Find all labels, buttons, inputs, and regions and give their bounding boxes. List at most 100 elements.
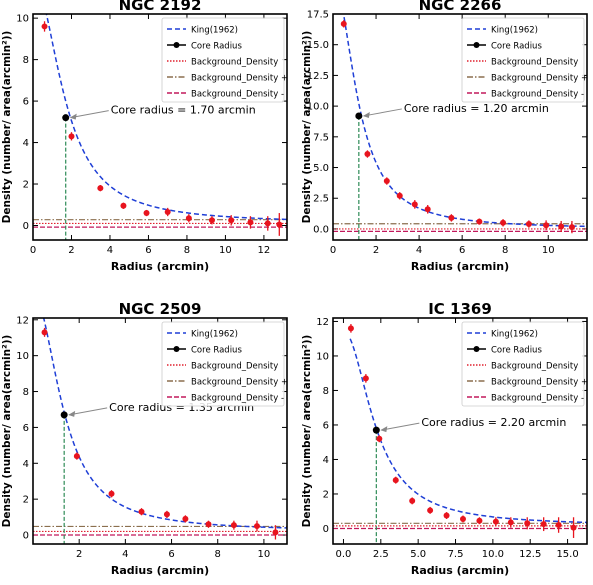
data-point [500, 219, 507, 226]
x-tick-label: 2 [373, 245, 379, 256]
axes-frame [32, 13, 288, 241]
y-tick-label: 0 [23, 221, 29, 232]
axes-frame [332, 317, 588, 545]
x-axis-label: Radius (arcmin) [411, 260, 509, 273]
annotation-arrowhead [69, 113, 77, 120]
legend-marker-core [173, 42, 180, 48]
legend: King(1962) Core Radius Background_Density B… [461, 321, 588, 407]
plot-area [33, 318, 287, 544]
y-axis-label: Density (number/ area(arcmin²)) [301, 31, 313, 224]
legend-label-bg_plus: Background_Density + [491, 378, 588, 388]
x-tick-label: 6 [145, 245, 151, 256]
data-point [164, 209, 171, 216]
y-tick-label: 12 [16, 315, 29, 326]
legend-box [161, 17, 285, 103]
legend: King(1962) Core Radius Background_Density B… [461, 17, 588, 103]
annotation-arrowhead [380, 426, 388, 433]
y-tick-label: 0.0 [313, 224, 329, 235]
data-point [205, 521, 212, 528]
data-point [230, 522, 237, 529]
x-tick-label: 4 [122, 549, 128, 560]
chart-title: NGC 2192 [119, 0, 202, 14]
x-tick-label: 0 [30, 245, 36, 256]
y-tick-label: 12.5 [307, 71, 329, 82]
annotation-arrow [70, 110, 109, 119]
core-radius-annotation: Core radius = 1.70 arcmin [111, 104, 256, 117]
legend-label-king: King(1962) [491, 330, 538, 340]
king-profile-curve [349, 338, 587, 524]
data-point [364, 151, 371, 158]
data-point [555, 522, 562, 529]
y-tick-label: 12 [316, 317, 329, 328]
data-point [73, 453, 80, 460]
x-tick-label: 4 [107, 245, 113, 256]
data-point [138, 508, 145, 515]
data-point [41, 23, 48, 30]
axes-frame [32, 317, 288, 545]
legend-box [461, 321, 585, 407]
y-tick-label: 5.0 [313, 163, 329, 174]
y-tick-label: 2.5 [313, 194, 329, 205]
x-tick-label: 10.0 [482, 549, 504, 560]
x-tick-label: 2 [76, 549, 82, 560]
y-tick-label: 4 [23, 138, 29, 149]
chart-title: NGC 2509 [119, 300, 202, 318]
x-tick-label: 6 [459, 245, 465, 256]
data-point [448, 214, 455, 221]
x-tick-label: 8 [215, 549, 221, 560]
annotation-arrow [363, 108, 402, 117]
legend-label-bg_plus: Background_Density + [191, 74, 288, 84]
legend-marker-core [173, 346, 180, 352]
data-point [264, 220, 271, 227]
annotation-arrowhead [362, 111, 370, 118]
x-tick-label: 2.5 [373, 549, 389, 560]
chart-panel-4: IC 1369 Radius (arcmin) Density (number/ a… [301, 300, 588, 577]
data-point [443, 512, 450, 519]
data-point [143, 210, 150, 217]
y-tick-label: 8 [323, 386, 329, 397]
x-tick-label: 12.5 [519, 549, 541, 560]
data-point [163, 511, 170, 518]
legend-label-core: Core Radius [191, 42, 242, 52]
legend-label-bg_minus: Background_Density - [191, 90, 284, 100]
x-axis-label: Radius (arcmin) [111, 564, 209, 577]
legend-label-bg_minus: Background_Density - [491, 90, 584, 100]
y-tick-label: 10.0 [307, 102, 329, 113]
legend-label-bg_minus: Background_Density - [191, 394, 284, 404]
data-point [392, 477, 399, 484]
legend-label-king: King(1962) [191, 330, 238, 340]
y-tick-label: 0 [23, 531, 29, 542]
y-axis-label: Density (number/ area(arcmin²)) [301, 335, 313, 528]
chart-title: NGC 2266 [419, 0, 502, 14]
y-tick-label: 15.0 [307, 40, 329, 51]
x-tick-label: 6 [168, 549, 174, 560]
legend-label-bg: Background_Density [191, 362, 278, 372]
data-point [208, 217, 215, 224]
data-point [272, 529, 279, 536]
data-point [409, 497, 416, 504]
data-point [362, 375, 369, 382]
y-tick-label: 8 [23, 387, 29, 398]
x-tick-label: 10 [219, 245, 232, 256]
data-point [540, 521, 547, 528]
data-point [97, 185, 104, 192]
data-point [376, 435, 383, 442]
data-point [558, 223, 565, 230]
x-tick-label: 5.0 [410, 549, 426, 560]
y-tick-label: 10 [16, 351, 29, 362]
y-tick-label: 8 [23, 55, 29, 66]
x-tick-label: 10 [542, 245, 555, 256]
y-tick-label: 4 [323, 455, 329, 466]
y-axis-label: Density (number/ area(arcmin²)) [1, 31, 13, 224]
data-point [185, 215, 192, 222]
data-point [120, 202, 127, 209]
legend-label-core: Core Radius [191, 346, 242, 356]
chart-title: IC 1369 [428, 300, 492, 318]
core-radius-marker [355, 112, 363, 120]
x-tick-label: 8 [502, 245, 508, 256]
legend-box [461, 17, 585, 103]
data-point [492, 518, 499, 525]
x-axis-label: Radius (arcmin) [411, 564, 509, 577]
data-point [411, 201, 418, 208]
